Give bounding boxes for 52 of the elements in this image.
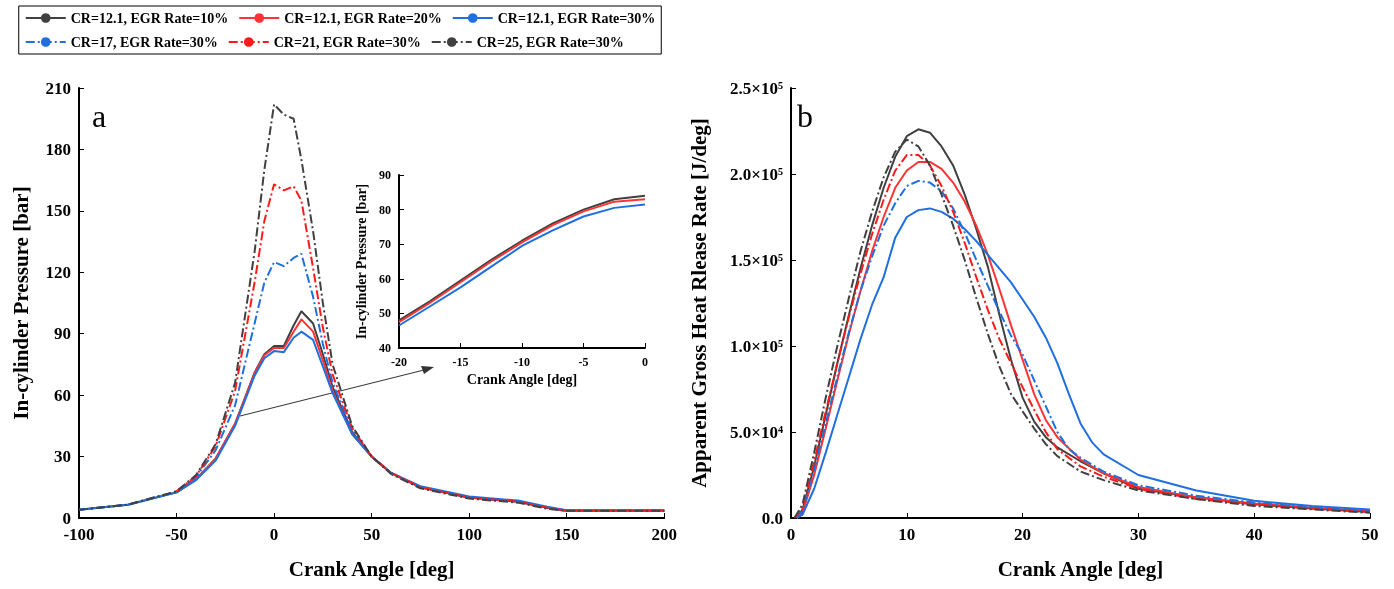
x-tick-label: 40	[1245, 525, 1263, 544]
x-tick-label: -100	[63, 525, 95, 544]
legend-label: CR=25, EGR Rate=30%	[476, 34, 624, 50]
annotation: b	[797, 98, 813, 134]
legend-label: CR=12.1, EGR Rate=10%	[70, 10, 229, 26]
legend-label: CR=12.1, EGR Rate=20%	[284, 10, 442, 26]
y-tick-label: 180	[45, 139, 71, 159]
legend-label: CR=12.1, EGR Rate=30%	[497, 10, 656, 26]
y-tick-label: 80	[379, 202, 391, 217]
x-tick-label: -10	[514, 355, 530, 369]
y-tick-label: 90	[54, 324, 71, 344]
x-tick-label: 10	[898, 525, 916, 544]
y-axis-title: In-cylinder Pressure [bar]	[8, 186, 33, 420]
x-tick-label: 30	[1129, 525, 1147, 544]
x-tick-label: 200	[651, 525, 677, 544]
legend-label: CR=21, EGR Rate=30%	[273, 34, 421, 50]
x-tick-label: -20	[391, 355, 407, 369]
x-tick-label: 150	[553, 525, 580, 544]
y-tick-label: 30	[54, 447, 71, 467]
y-tick-label: 0	[62, 508, 71, 528]
y-tick-label: 70	[379, 237, 391, 252]
x-axis-title: Crank Angle [deg]	[466, 372, 578, 388]
x-tick-label: -50	[165, 525, 188, 544]
x-tick-label: 50	[1361, 525, 1379, 544]
y-tick-label: 2.0×10⁵	[729, 164, 783, 184]
line-series	[175, 183, 666, 512]
y-tick-label: 210	[45, 78, 71, 98]
x-tick-label: 20	[1014, 525, 1032, 544]
x-axis-title: Crank Angle [deg]	[997, 556, 1164, 581]
x-tick-label: 0	[269, 525, 279, 544]
y-tick-label: 120	[45, 262, 71, 282]
y-tick-label: 1.5×10⁵	[729, 250, 783, 270]
y-axis-title: In-cylinder Pressure [bar]	[353, 183, 369, 340]
y-tick-label: 0.0	[761, 508, 783, 528]
x-tick-label: -5	[578, 355, 589, 369]
y-tick-label: 1.0×10⁵	[729, 336, 783, 356]
y-tick-label: 150	[45, 201, 71, 221]
y-tick-label: 60	[379, 271, 391, 286]
y-tick-label: 60	[54, 385, 71, 405]
y-tick-label: 40	[379, 341, 391, 355]
y-tick-label: 2.5×10⁵	[729, 78, 783, 98]
y-tick-label: 90	[379, 168, 391, 182]
y-tick-label: 50	[379, 306, 391, 321]
x-axis-title: Crank Angle [deg]	[288, 556, 455, 581]
x-tick-label: -15	[452, 355, 469, 369]
y-tick-label: 5.0×10⁴	[729, 422, 783, 442]
x-tick-label: 0	[642, 355, 648, 369]
legend-label: CR=17, EGR Rate=30%	[70, 34, 218, 50]
x-tick-label: 0	[786, 525, 796, 544]
x-tick-label: 100	[456, 525, 482, 544]
y-axis-title: Apparent Gross Heat Rlease Rate [J/deg]	[686, 118, 711, 488]
annotation: a	[92, 98, 107, 134]
